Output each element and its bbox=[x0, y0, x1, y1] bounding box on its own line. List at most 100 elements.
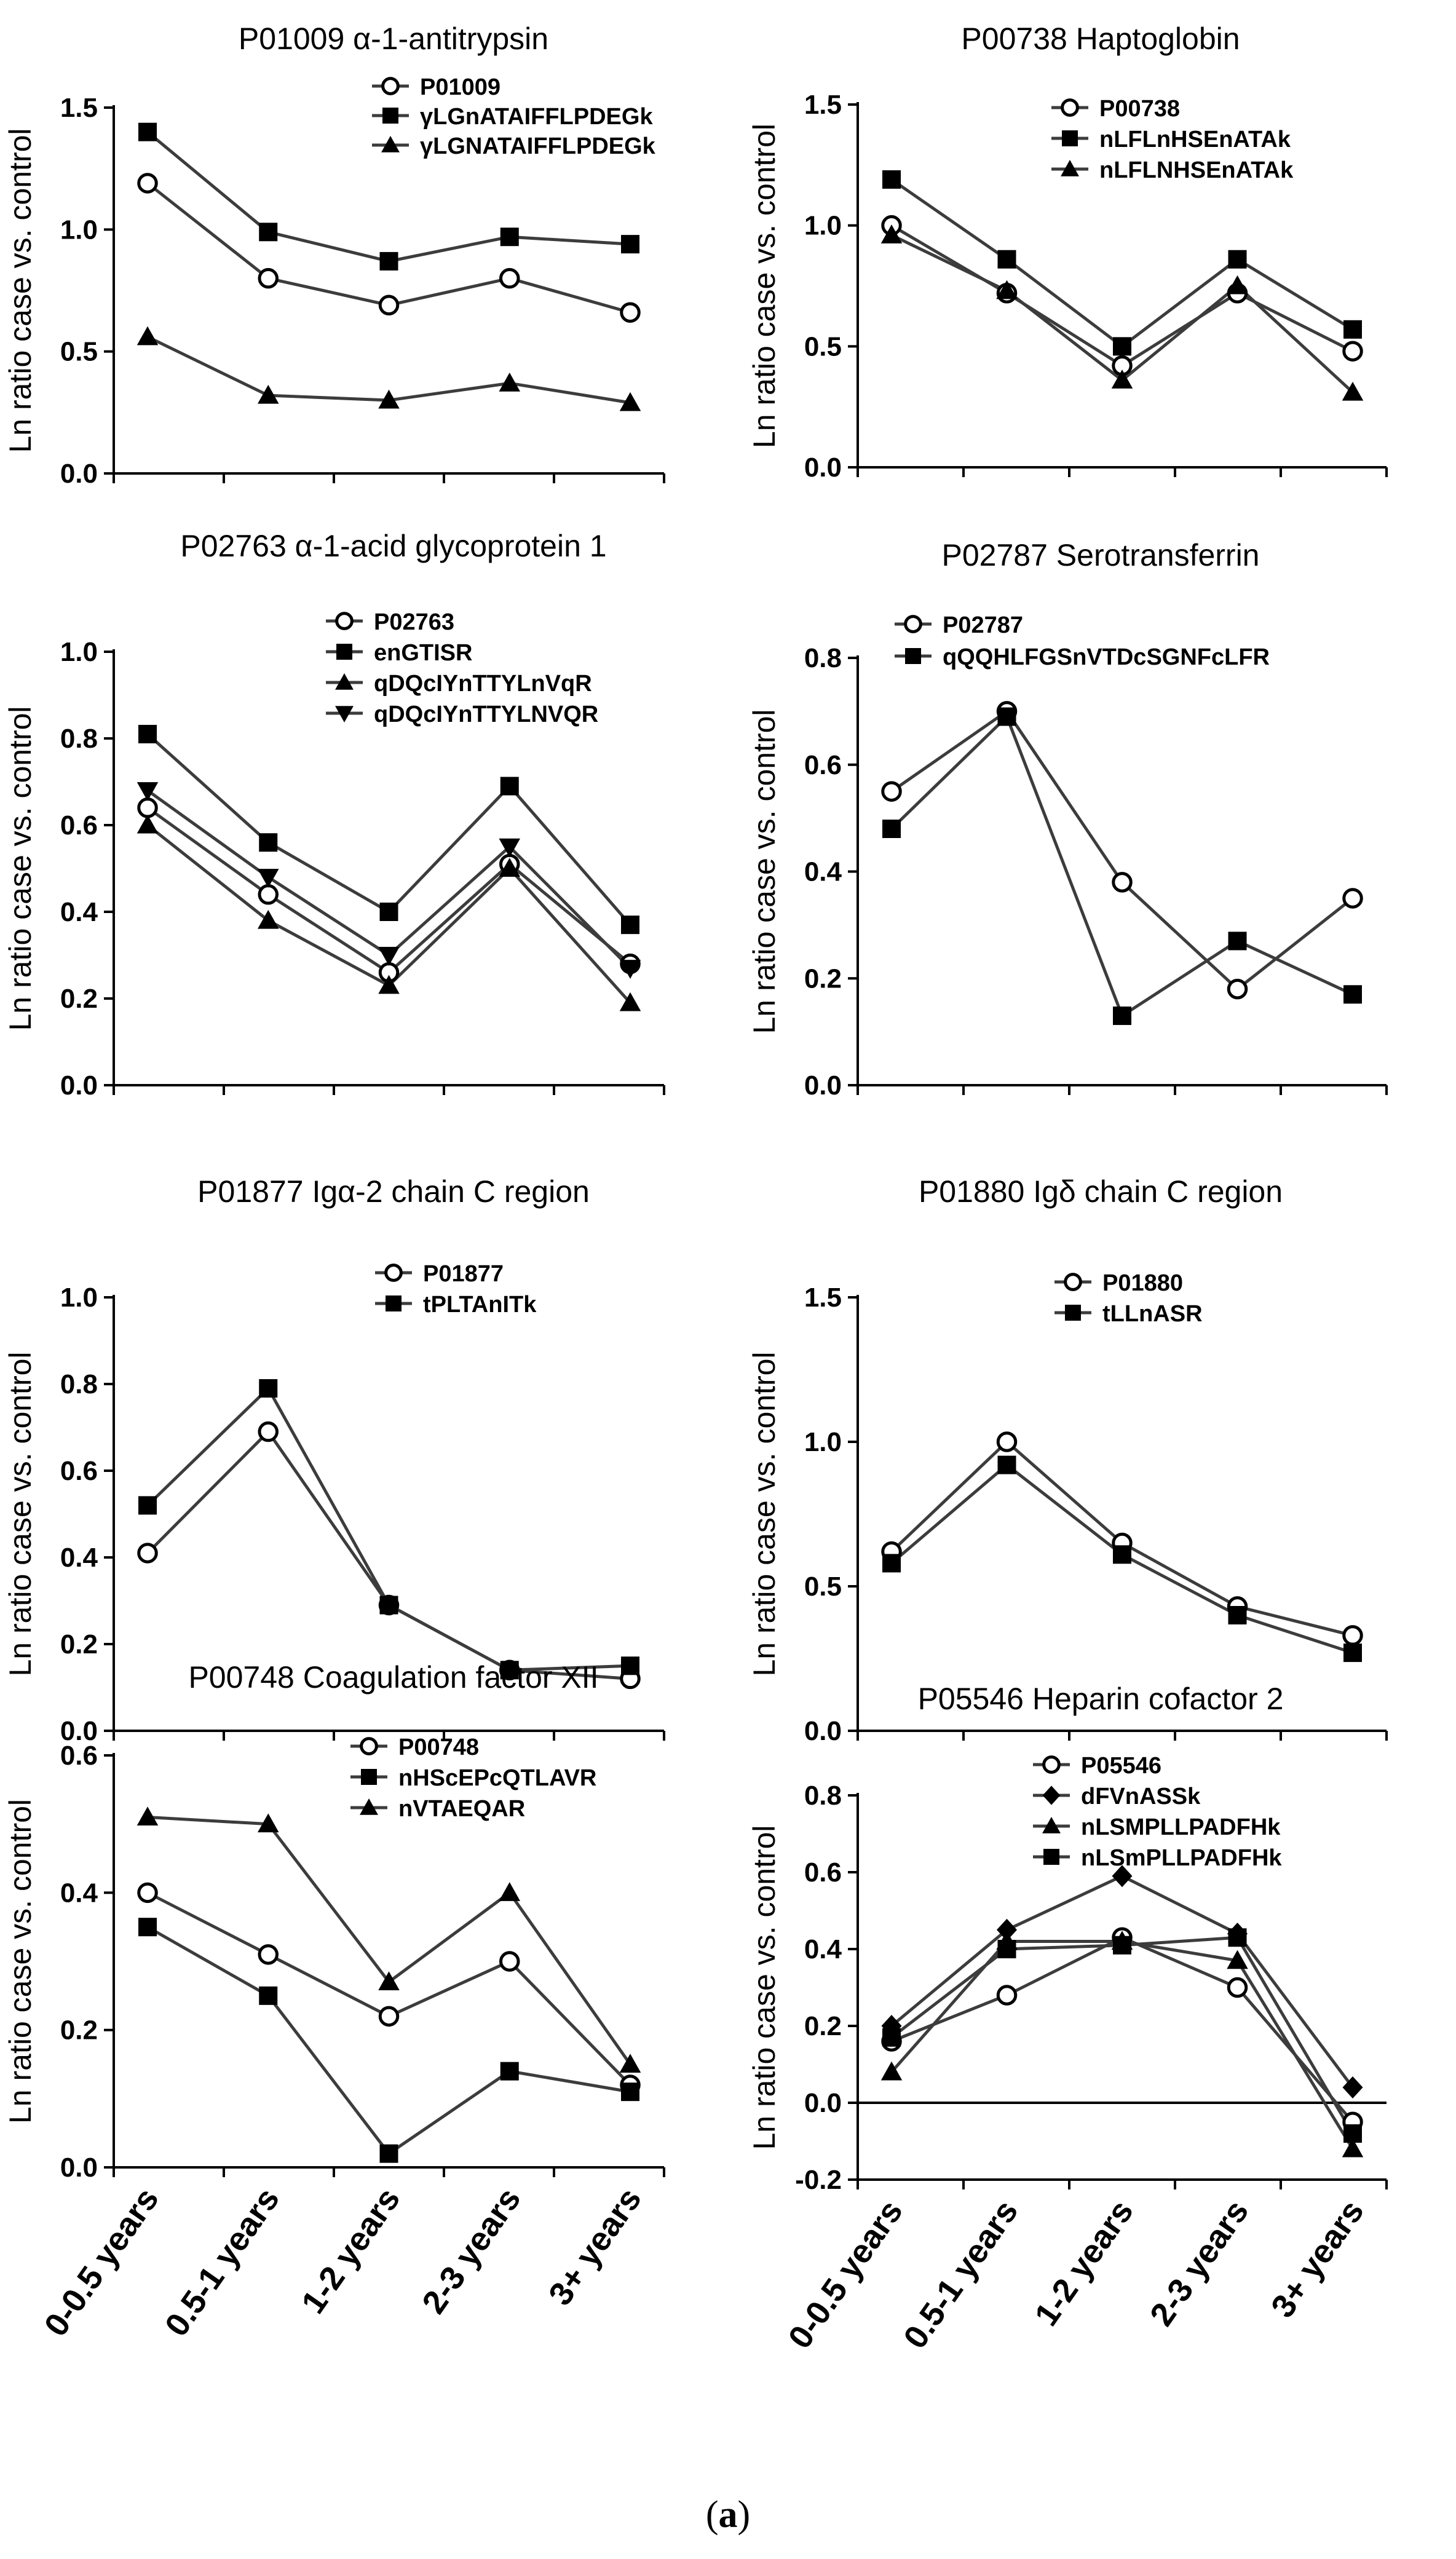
legend-label: γLGnATAIFFLPDEGk bbox=[420, 104, 653, 130]
legend-label: nLSMPLLPADFHk bbox=[1081, 1814, 1281, 1840]
x-tick-label: 2-3 years bbox=[415, 2181, 528, 2320]
y-tick-label: 0.4 bbox=[60, 1543, 98, 1573]
data-point bbox=[1342, 2138, 1364, 2158]
legend-label: nLFLnHSEnATAk bbox=[1099, 127, 1291, 152]
chart-4: P02787 Serotransferrin Ln ratio case vs. … bbox=[747, 538, 1388, 1101]
y-tick-label: 0.8 bbox=[60, 1369, 98, 1399]
data-point bbox=[136, 1806, 159, 1825]
y-tick-label: 1.5 bbox=[60, 93, 98, 123]
x-tick-label: 1-2 years bbox=[1027, 2193, 1140, 2332]
y-tick-label: 0.2 bbox=[60, 984, 98, 1014]
legend-marker bbox=[1061, 160, 1079, 176]
data-point bbox=[1342, 888, 1363, 909]
data-point bbox=[259, 833, 278, 852]
data-point bbox=[137, 1543, 158, 1564]
y-tick-label: 0.6 bbox=[60, 810, 98, 840]
legend-label: nVTAEQAR bbox=[398, 1796, 525, 1822]
data-point bbox=[997, 1940, 1016, 1958]
data-point bbox=[620, 302, 641, 323]
y-tick-label: 0.2 bbox=[60, 1629, 98, 1659]
y-tick-label: 0.0 bbox=[60, 2153, 98, 2183]
chart-title: P02787 Serotransferrin bbox=[942, 538, 1260, 572]
y-tick-label: 1.0 bbox=[804, 1427, 842, 1457]
data-point bbox=[621, 1656, 639, 1675]
data-point bbox=[378, 295, 400, 316]
data-point bbox=[499, 858, 520, 877]
data-point bbox=[259, 1379, 278, 1398]
y-tick-label: 0.8 bbox=[60, 724, 98, 754]
legend-label: tLLnASR bbox=[1102, 1301, 1203, 1327]
data-point bbox=[1113, 337, 1131, 356]
legend-marker bbox=[360, 1737, 378, 1755]
x-tick-label: 3+ years bbox=[542, 2181, 649, 2312]
legend-label: P02787 bbox=[943, 612, 1023, 638]
data-point bbox=[619, 392, 641, 411]
data-point bbox=[136, 326, 159, 346]
data-point bbox=[138, 122, 157, 141]
data-point bbox=[619, 992, 641, 1011]
data-point bbox=[882, 1554, 901, 1573]
data-point bbox=[881, 781, 902, 802]
chart-title: P01009 α-1-antitrypsin bbox=[239, 22, 548, 56]
legend-label: P00738 bbox=[1099, 96, 1180, 122]
y-axis-label: Ln ratio case vs. control bbox=[3, 1799, 38, 2124]
data-point bbox=[1227, 1950, 1248, 1969]
x-tick-label: 1-2 years bbox=[295, 2181, 407, 2320]
legend-marker bbox=[381, 77, 400, 95]
legend-label: P00748 bbox=[398, 1734, 479, 1760]
data-point bbox=[882, 170, 901, 189]
y-tick-label: 1.0 bbox=[804, 211, 842, 241]
data-point bbox=[378, 389, 400, 409]
data-point bbox=[258, 869, 279, 888]
data-point bbox=[1343, 2124, 1362, 2143]
data-point bbox=[499, 267, 520, 289]
data-point bbox=[882, 820, 901, 838]
data-point bbox=[379, 2144, 398, 2163]
y-tick-label: 0.0 bbox=[60, 1716, 98, 1746]
data-point bbox=[258, 267, 279, 289]
data-point bbox=[258, 884, 279, 905]
data-point bbox=[1113, 1007, 1131, 1026]
y-tick-label: 0.4 bbox=[60, 1878, 98, 1908]
legend-label: qQQHLFGSnVTDcSGNFcLFR bbox=[943, 644, 1270, 670]
legend-marker bbox=[905, 648, 921, 664]
y-tick-label: 0.8 bbox=[804, 1781, 842, 1811]
legend-label: P01009 bbox=[420, 74, 501, 100]
data-point bbox=[1228, 1928, 1247, 1947]
legend-marker bbox=[386, 1295, 402, 1311]
x-tick-label: 2-3 years bbox=[1143, 2193, 1256, 2332]
data-point bbox=[1342, 341, 1363, 362]
legend-marker bbox=[384, 1264, 403, 1282]
x-tick-label: 0-0.5 years bbox=[781, 2193, 910, 2355]
data-point bbox=[996, 280, 1018, 299]
data-point bbox=[621, 916, 639, 935]
data-point bbox=[1342, 2076, 1363, 2098]
x-tick-label: 0-0.5 years bbox=[38, 2181, 166, 2343]
y-tick-label: 1.0 bbox=[60, 637, 98, 667]
chart-title: P00748 Coagulation factor XII bbox=[188, 1660, 598, 1695]
legend-marker bbox=[1065, 1305, 1081, 1321]
series-line bbox=[146, 789, 631, 970]
data-point bbox=[1111, 370, 1133, 389]
data-point bbox=[621, 235, 639, 254]
data-point bbox=[258, 1421, 279, 1442]
data-point bbox=[500, 1661, 519, 1680]
y-tick-label: 1.5 bbox=[804, 90, 842, 120]
legend-label: tPLTAnITk bbox=[423, 1292, 537, 1318]
data-point bbox=[258, 909, 279, 929]
data-point bbox=[1343, 985, 1362, 1004]
chart-title: P01880 Igδ chain C region bbox=[919, 1174, 1283, 1209]
legend-marker bbox=[904, 615, 922, 633]
y-tick-label: 0.6 bbox=[60, 1741, 98, 1771]
x-tick-label: 3+ years bbox=[1264, 2193, 1371, 2324]
y-tick-label: 0.2 bbox=[804, 963, 842, 994]
data-point bbox=[1228, 931, 1247, 951]
series-line bbox=[146, 1429, 631, 1680]
y-tick-label: 0.4 bbox=[60, 897, 98, 927]
y-tick-label: 1.0 bbox=[60, 1283, 98, 1313]
data-point bbox=[136, 782, 159, 801]
y-tick-label: 0.5 bbox=[804, 1572, 842, 1602]
y-axis-label: Ln ratio case vs. control bbox=[747, 1825, 781, 2150]
legend-marker bbox=[335, 612, 354, 630]
chart-3: P02763 α-1-acid glycoprotein 1 Ln ratio c… bbox=[3, 529, 665, 1101]
